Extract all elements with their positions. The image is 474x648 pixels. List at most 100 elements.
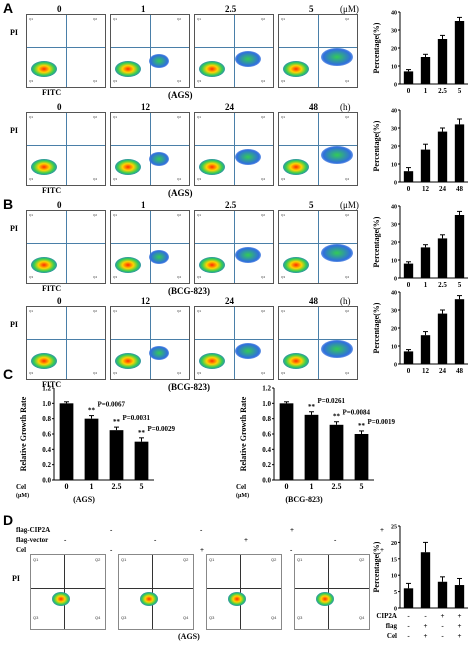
quadrant-v-line [234,113,235,185]
y-tick-label: 25 [391,525,397,531]
y-tick-label: 0.0 [42,477,51,485]
x-tick-label: 12 [422,367,430,375]
x-tick-label: 5 [458,87,462,95]
p-value-label: P=0.0067 [98,401,126,409]
treatment-sign: - [407,622,410,630]
treatment-row-label: flag-vector [16,536,49,544]
fitc-axis-label: FITC [42,186,62,195]
cell-line-label: (BCG-823) [168,286,210,296]
quadrant-label: Q3 [121,615,127,620]
significance-stars: ** [358,422,366,430]
bar [279,403,294,480]
bar [437,238,448,278]
quadrant-label: Q4 [345,177,350,181]
treatment-label: 24 [225,296,234,306]
cell-population [228,592,247,606]
quadrant-label: Q2 [271,557,277,562]
um-label: (μM) [236,492,249,499]
panel-letter-a: A [3,0,14,16]
quadrant-label: Q2 [93,17,98,21]
treatment-sign: - [441,622,444,630]
x-tick-label: 1 [90,482,94,491]
quadrant-label: Q4 [345,79,350,83]
quadrant-v-line [318,15,319,87]
bar-chart-b1: 0 10 20 30 40 0 1 2.5 5 Percentage(%) [372,205,468,289]
y-tick-label: 0.8 [42,415,51,423]
cell-population [199,353,225,369]
quadrant-label: Q2 [345,115,350,119]
quadrant-label: Q4 [93,79,98,83]
quadrant-label: Q1 [29,115,34,119]
treatment-label: 5 [309,200,314,210]
quadrant-h-line [31,588,105,590]
flow-plot: Q1 Q2 Q3 Q4 [278,14,358,88]
cell-line-label: (AGS) [73,495,95,504]
y-tick-label: 30 [391,223,397,229]
quadrant-h-line [295,588,369,590]
x-tick-label: 48 [456,185,464,193]
y-tick-label: 30 [391,29,397,35]
cell-population [115,159,141,175]
treatment-label: 48 [309,102,318,112]
apoptotic-population [235,343,261,359]
bar [454,215,465,278]
bar [454,124,465,182]
quadrant-label: Q3 [197,79,202,83]
x-tick-label: 1 [424,87,428,95]
cell-population [115,61,141,77]
y-tick-label: 20 [391,327,397,333]
x-tick-label: 24 [439,367,447,375]
quadrant-label: Q1 [197,17,202,21]
flow-plot: Q1 Q2 Q3 Q4 [110,210,190,284]
quadrant-label: Q2 [261,309,266,313]
quadrant-label: Q3 [281,79,286,83]
cel-label: Cel [16,483,26,491]
panel-letter-c: C [3,366,14,382]
treatment-label: 2.5 [225,200,237,210]
quadrant-label: Q4 [93,275,98,279]
treatment-sign: - [200,526,203,534]
bar [454,585,465,608]
treatment-label: 24 [225,102,234,112]
bar-chart-b2: 0 10 20 30 40 0 12 24 48 Percentage(%) [372,291,468,375]
y-tick-label: 10 [391,259,397,265]
quadrant-v-line [234,15,235,87]
quadrant-label: Q3 [113,79,118,83]
bar [403,351,414,364]
treatment-sign: + [424,622,428,630]
treatment-sign: - [334,536,337,544]
unit-label: (h) [340,102,351,112]
bar [454,21,465,84]
y-tick-label: 0 [394,181,397,187]
cell-population [31,159,57,175]
quadrant-v-line [150,211,151,283]
treatment-sign: + [380,546,384,554]
quadrant-label: Q1 [113,115,118,119]
quadrant-label: Q2 [177,115,182,119]
y-tick-label: 0.2 [262,461,271,469]
flow-plot: Q1 Q2 Q3 Q4 [26,210,106,284]
flow-plot: Q1 Q2 Q3 Q4 [294,554,370,630]
quadrant-label: Q3 [281,177,286,181]
y-tick-label: 0.6 [262,431,271,439]
apoptotic-population [321,340,353,358]
y-tick-label: 30 [391,309,397,315]
bar [420,247,431,278]
quadrant-label: Q3 [281,371,286,375]
x-tick-label: 5 [360,482,364,491]
x-tick-label: 48 [456,367,464,375]
apoptotic-population [149,54,169,68]
quadrant-label: Q4 [177,79,182,83]
x-tick-label: 0 [407,367,411,375]
apoptotic-population [149,152,169,166]
y-tick-label: 0 [394,83,397,89]
y-tick-label: 0.4 [42,446,51,454]
quadrant-label: Q4 [261,79,266,83]
quadrant-label: Q1 [281,309,286,313]
quadrant-label: Q1 [113,17,118,21]
quadrant-label: Q1 [29,213,34,217]
x-tick-label: 0 [65,482,69,491]
significance-stars: ** [138,429,146,437]
y-tick-label: 10 [391,65,397,71]
quadrant-label: Q2 [345,309,350,313]
